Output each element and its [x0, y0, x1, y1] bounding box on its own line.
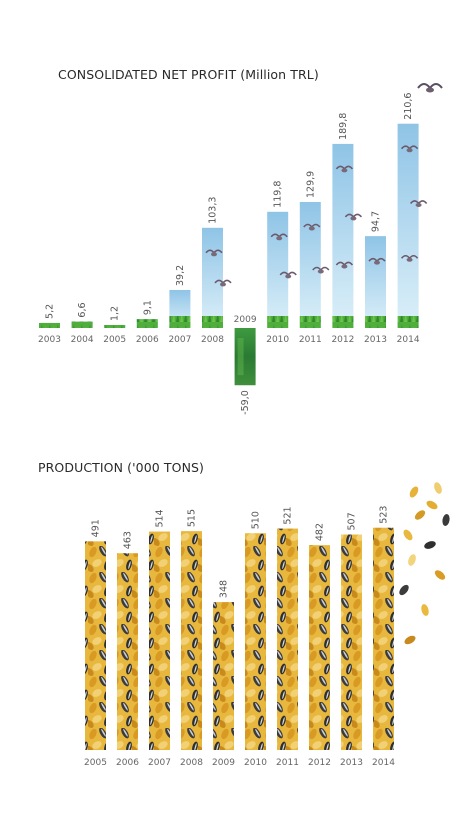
profit-value-label: 9,1 — [142, 300, 153, 315]
profit-bar-2013 — [365, 236, 386, 328]
production-value-label: 482 — [315, 523, 326, 541]
profit-bar-2005 — [104, 325, 126, 328]
production-year-label: 2013 — [340, 758, 363, 768]
production-bar-2013 — [341, 534, 362, 750]
production-bar-2007 — [149, 531, 170, 750]
production-bar-2005 — [85, 541, 106, 750]
bird-icon — [417, 83, 443, 93]
production-year-label: 2007 — [148, 758, 171, 768]
production-bar-2008 — [181, 531, 202, 750]
profit-year-label: 2005 — [103, 335, 126, 345]
profit-value-label: 210,6 — [403, 93, 414, 120]
profit-bar-2007 — [169, 289, 191, 328]
profit-year-label: 2003 — [38, 335, 61, 345]
production-value-label: 515 — [187, 509, 198, 527]
profit-year-label: 2013 — [364, 335, 387, 345]
production-bar-2009 — [213, 602, 234, 750]
production-year-label: 2006 — [116, 758, 139, 768]
production-bar-2011 — [277, 528, 298, 750]
profit-year-label: 2007 — [168, 335, 191, 345]
production-chart-title: PRODUCTION ('000 TONS) — [38, 460, 205, 475]
profit-bar-2010 — [267, 211, 297, 328]
production-value-label: 521 — [283, 506, 294, 524]
profit-value-label: -59,0 — [240, 390, 251, 415]
production-value-label: 523 — [379, 506, 390, 524]
production-value-label: 514 — [155, 509, 166, 527]
profit-bar-2008 — [202, 227, 232, 328]
profit-bar-2012 — [332, 143, 363, 328]
profit-year-label: 2012 — [331, 335, 354, 345]
production-bar-2006 — [117, 553, 138, 750]
production-bar-2012 — [309, 545, 330, 750]
production-value-label: 510 — [251, 511, 262, 529]
profit-chart-title: CONSOLIDATED NET PROFIT (Million TRL) — [58, 67, 319, 82]
profit-bar-2014 — [397, 123, 428, 328]
production-value-label: 507 — [347, 512, 358, 530]
production-year-label: 2005 — [84, 758, 107, 768]
production-value-label: 348 — [219, 580, 230, 598]
profit-value-label: 6,6 — [77, 302, 88, 317]
profit-year-label: 2006 — [136, 335, 159, 345]
profit-year-label: 2009 — [234, 315, 257, 325]
production-bar-2014 — [373, 527, 394, 750]
profit-year-label: 2008 — [201, 335, 224, 345]
production-year-label: 2008 — [180, 758, 203, 768]
production-value-label: 463 — [123, 531, 134, 549]
profit-value-label: 189,8 — [338, 113, 349, 140]
profit-value-label: 119,8 — [273, 181, 284, 208]
profit-value-label: 1,2 — [110, 306, 121, 321]
production-year-label: 2011 — [276, 758, 299, 768]
profit-bar-2011 — [299, 201, 330, 328]
profit-year-label: 2010 — [266, 335, 289, 345]
profit-value-label: 103,3 — [208, 197, 219, 224]
profit-bar-2004 — [71, 321, 93, 328]
profit-bar-2009 — [234, 328, 256, 386]
profit-year-label: 2004 — [71, 335, 94, 345]
profit-value-label: 129,9 — [305, 171, 316, 198]
production-year-label: 2012 — [308, 758, 331, 768]
production-year-label: 2014 — [372, 758, 395, 768]
profit-year-label: 2014 — [397, 335, 420, 345]
production-value-label: 491 — [91, 519, 102, 537]
production-year-label: 2010 — [244, 758, 267, 768]
production-bar-2010 — [245, 533, 266, 750]
profit-bar-2003 — [39, 322, 60, 328]
profit-bar-2006 — [136, 319, 158, 328]
production-year-label: 2009 — [212, 758, 235, 768]
profit-value-label: 39,2 — [175, 265, 186, 286]
scattered-seeds-decoration — [399, 482, 450, 645]
profit-value-label: 94,7 — [371, 211, 382, 232]
profit-value-label: 5,2 — [45, 304, 56, 319]
profit-year-label: 2011 — [299, 335, 322, 345]
